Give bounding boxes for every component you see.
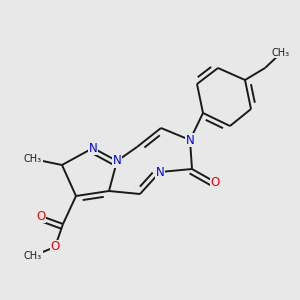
Text: O: O <box>36 209 46 223</box>
Text: N: N <box>156 166 164 178</box>
Text: N: N <box>112 154 122 167</box>
Text: CH₃: CH₃ <box>24 154 42 164</box>
Text: CH₃: CH₃ <box>272 48 290 58</box>
Text: N: N <box>88 142 98 154</box>
Text: CH₃: CH₃ <box>24 251 42 261</box>
Text: O: O <box>210 176 220 188</box>
Text: O: O <box>50 241 60 254</box>
Text: N: N <box>186 134 194 146</box>
